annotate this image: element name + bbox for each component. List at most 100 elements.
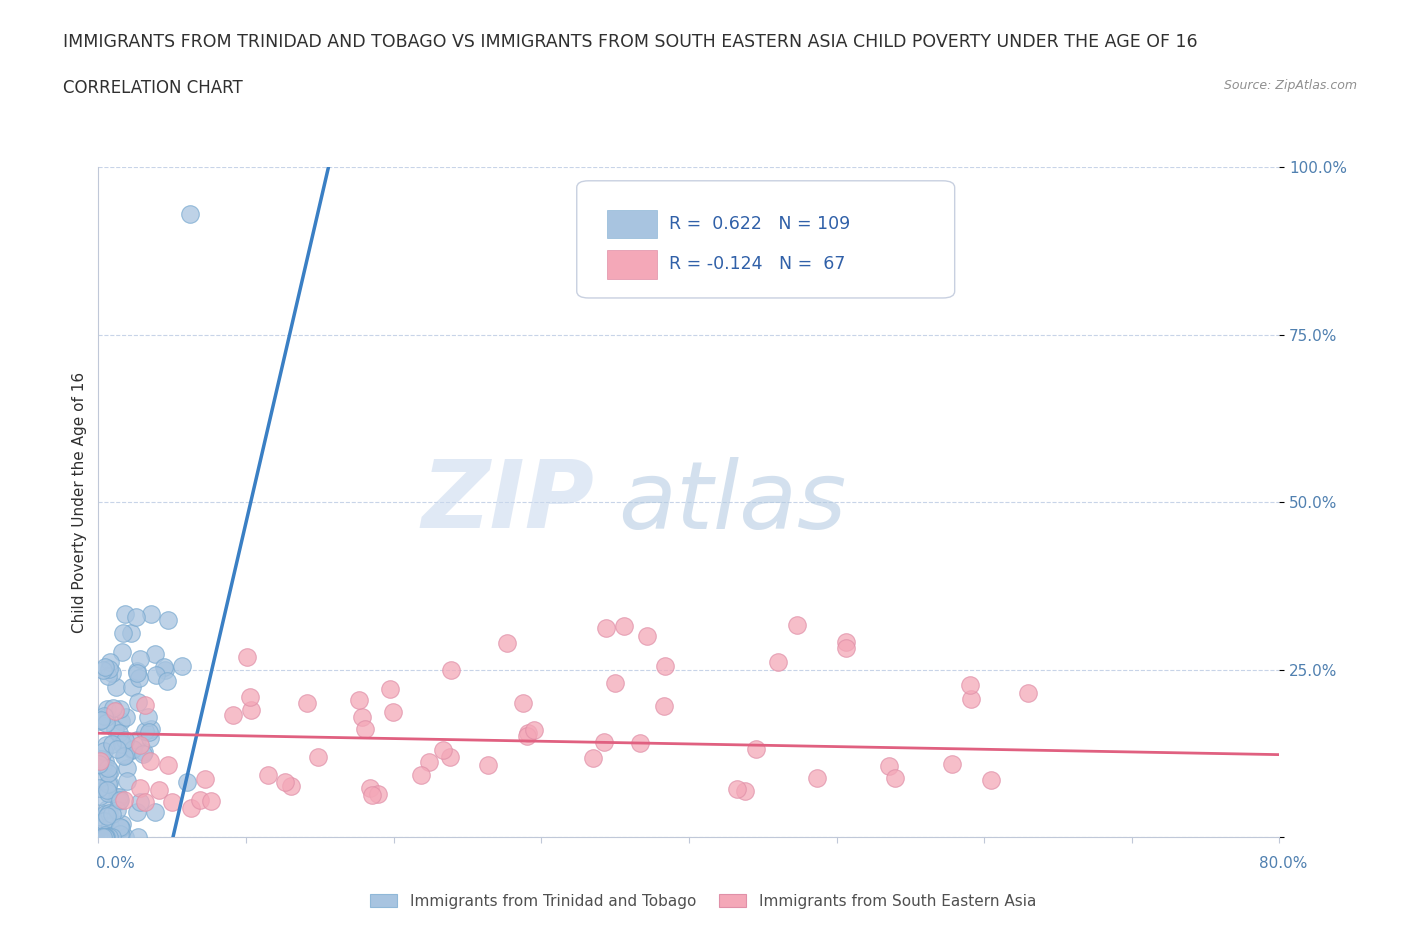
- Point: [176, 775, 198, 790]
- Text: 0.0%: 0.0%: [96, 856, 135, 870]
- Text: R = -0.124   N =  67: R = -0.124 N = 67: [669, 256, 845, 273]
- Point: [125, 663, 148, 678]
- Point: [125, 733, 148, 748]
- Point: [97, 786, 120, 801]
- Y-axis label: Child Poverty Under the Age of 16: Child Poverty Under the Age of 16: [72, 372, 87, 632]
- Point: [108, 820, 131, 835]
- Point: [114, 747, 136, 762]
- Point: [440, 663, 463, 678]
- Point: [132, 747, 155, 762]
- Point: [96, 702, 118, 717]
- Point: [98, 805, 121, 820]
- Point: [94, 828, 117, 843]
- Point: [257, 768, 280, 783]
- Point: [153, 662, 176, 677]
- Point: [93, 754, 115, 769]
- Point: [110, 816, 132, 830]
- Point: [145, 646, 167, 661]
- Point: [101, 806, 124, 821]
- Point: [110, 734, 132, 749]
- Point: [160, 795, 183, 810]
- Point: [110, 821, 132, 836]
- Point: [128, 671, 150, 685]
- Text: 80.0%: 80.0%: [1260, 856, 1308, 870]
- Point: [90, 830, 112, 844]
- Point: [93, 709, 115, 724]
- Point: [96, 782, 118, 797]
- Text: IMMIGRANTS FROM TRINIDAD AND TOBAGO VS IMMIGRANTS FROM SOUTH EASTERN ASIA CHILD : IMMIGRANTS FROM TRINIDAD AND TOBAGO VS I…: [63, 33, 1198, 50]
- Point: [112, 749, 135, 764]
- Point: [110, 702, 132, 717]
- Point: [145, 668, 167, 683]
- Point: [884, 770, 907, 785]
- Point: [96, 830, 118, 844]
- Point: [121, 680, 143, 695]
- Point: [94, 807, 117, 822]
- Point: [1017, 685, 1039, 700]
- Point: [180, 801, 202, 816]
- Point: [496, 636, 519, 651]
- Point: [94, 659, 117, 674]
- Point: [114, 830, 136, 844]
- Point: [122, 742, 145, 757]
- Point: [595, 621, 617, 636]
- Point: [121, 743, 143, 758]
- Point: [100, 829, 122, 844]
- Point: [90, 771, 112, 786]
- Point: [418, 754, 440, 769]
- Point: [127, 695, 149, 710]
- Point: [96, 716, 118, 731]
- Point: [786, 618, 808, 632]
- Point: [134, 795, 156, 810]
- Point: [97, 777, 120, 791]
- Text: Source: ZipAtlas.com: Source: ZipAtlas.com: [1223, 79, 1357, 92]
- Point: [89, 753, 111, 768]
- Point: [239, 702, 262, 717]
- Point: [103, 704, 125, 719]
- Point: [141, 606, 163, 621]
- Point: [835, 634, 858, 649]
- Point: [157, 757, 180, 772]
- Point: [143, 805, 166, 820]
- Text: atlas: atlas: [619, 457, 846, 548]
- Point: [98, 818, 121, 833]
- Point: [101, 666, 124, 681]
- Point: [134, 698, 156, 712]
- Point: [512, 696, 534, 711]
- Point: [347, 693, 370, 708]
- Point: [129, 652, 152, 667]
- Point: [139, 722, 162, 737]
- Point: [114, 606, 136, 621]
- Point: [87, 780, 110, 795]
- FancyBboxPatch shape: [576, 180, 955, 298]
- Point: [179, 206, 201, 221]
- Point: [125, 804, 148, 819]
- Point: [127, 666, 149, 681]
- FancyBboxPatch shape: [607, 210, 657, 238]
- Point: [360, 788, 382, 803]
- Point: [523, 723, 546, 737]
- Point: [98, 764, 121, 778]
- Point: [652, 698, 675, 713]
- Point: [89, 753, 111, 768]
- Point: [114, 733, 136, 748]
- Point: [94, 710, 117, 724]
- Point: [115, 761, 138, 776]
- Point: [200, 793, 222, 808]
- Point: [745, 741, 768, 756]
- Point: [959, 677, 981, 692]
- FancyBboxPatch shape: [607, 250, 657, 279]
- Point: [432, 742, 454, 757]
- Point: [97, 830, 120, 844]
- Point: [104, 721, 127, 736]
- Point: [117, 773, 139, 788]
- Point: [138, 724, 160, 739]
- Point: [477, 757, 499, 772]
- Point: [156, 673, 179, 688]
- Point: [90, 712, 112, 727]
- Point: [98, 662, 121, 677]
- Point: [96, 669, 118, 684]
- Point: [636, 629, 658, 644]
- Point: [239, 689, 262, 704]
- Point: [280, 778, 302, 793]
